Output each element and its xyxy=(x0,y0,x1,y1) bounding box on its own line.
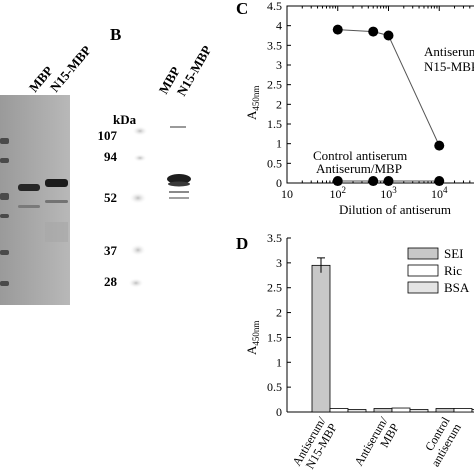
chart-d-bar xyxy=(311,264,331,413)
chart-c-ytick-label: 3.5 xyxy=(267,38,282,52)
blot-panel-b: B kDa 107 94 52 37 28 MBP N15-MBP xyxy=(98,25,215,289)
chart-c-series-label-control: Control antiserum Antiserum/MBP xyxy=(313,148,411,176)
chart-d-bar xyxy=(435,408,455,413)
chart-d-legend-swatch xyxy=(407,247,439,260)
panel-letter-b: B xyxy=(110,25,121,44)
chart-c-xtick-label: 104 xyxy=(431,185,448,201)
chart-d-category-label: Controlantiserum xyxy=(417,414,464,469)
blot-faint-band-top xyxy=(170,126,186,128)
chart-d-legend-swatch xyxy=(407,264,439,277)
chart-d-ytick-label: 1 xyxy=(276,355,282,369)
panel-letter-c: C xyxy=(236,0,248,18)
chart-c-axes: 0 0.5 1 1.5 2 2.5 3 3.5 4 4.5 10 102 103 104 xyxy=(267,0,474,201)
chart-c-ytick-label: 0 xyxy=(276,176,282,190)
chart-c-ytick-label: 0.5 xyxy=(267,156,282,170)
chart-c-point xyxy=(383,30,394,41)
chart-d-legend: SEI Ric BSA xyxy=(407,246,470,295)
blot-marker-28: 28 xyxy=(104,274,118,289)
blot-marker-94: 94 xyxy=(104,149,118,164)
chart-c-xtick-label: 102 xyxy=(330,185,347,201)
chart-c-ytick-label: 2 xyxy=(276,97,282,111)
chart-c-point xyxy=(368,176,379,187)
gel-band-mbp xyxy=(18,184,40,191)
chart-d-ytick-label: 1.5 xyxy=(267,330,282,344)
gel-faint-band-mbp xyxy=(18,205,40,208)
blot-marker-107: 107 xyxy=(98,128,118,143)
chart-d-legend-label: BSA xyxy=(444,280,470,295)
chart-c-xlabel: Dilution of antiserum xyxy=(339,202,451,217)
blot-band-4 xyxy=(169,197,189,199)
gel-faint-band-n15-mbp xyxy=(45,200,68,203)
chart-d-axes: 0 0.5 1 1.5 2 2.5 3 3.5 Antiserum/N15-MBP Antiser… xyxy=(267,231,474,474)
chart-d-bar xyxy=(471,409,474,413)
chart-panel-c: C 0 0.5 1 1.5 2 2.5 3 3.5 4 4.5 10 102 103 104 A450nm… xyxy=(236,0,474,217)
chart-d-category-label: Antiserum/N15-MBP xyxy=(289,414,340,474)
chart-d-bar xyxy=(409,409,429,413)
chart-d-ytick-label: 2 xyxy=(276,306,282,320)
chart-panel-d: D 0 0.5 1 1.5 2 2.5 3 3.5 Antiserum/N15-MBP Antis… xyxy=(236,231,474,474)
chart-c-point xyxy=(383,176,394,187)
chart-c-point xyxy=(434,140,445,151)
chart-c-point xyxy=(332,176,343,187)
chart-c-ytick-label: 1 xyxy=(276,137,282,151)
chart-d-bar xyxy=(453,408,473,413)
chart-d-ylabel: A450nm xyxy=(244,321,261,355)
panel-letter-d: D xyxy=(236,234,248,253)
chart-d-bar xyxy=(347,409,367,413)
chart-d-ytick-label: 0 xyxy=(276,405,282,419)
blot-marker-37: 37 xyxy=(104,243,118,258)
chart-d-ytick-label: 2.5 xyxy=(267,281,282,295)
blot-band-3 xyxy=(169,191,189,193)
chart-c-xtick-label: 10 xyxy=(281,187,293,201)
gel-ladder xyxy=(0,138,9,286)
chart-c-ytick-label: 3 xyxy=(276,58,282,72)
chart-d-ytick-label: 3 xyxy=(276,256,282,270)
gel-smear-n15-mbp xyxy=(45,222,68,242)
blot-kda-unit: kDa xyxy=(113,112,137,127)
chart-c-xtick-label: 103 xyxy=(380,185,397,201)
chart-c-series-line xyxy=(337,29,440,146)
blot-marker-52: 52 xyxy=(104,190,117,205)
chart-d-ytick-label: 3.5 xyxy=(267,231,282,245)
chart-d-legend-label: Ric xyxy=(444,263,462,278)
chart-c-ytick-label: 4.5 xyxy=(267,0,282,13)
chart-d-ytick-label: 0.5 xyxy=(267,380,282,394)
gel-band-n15-mbp xyxy=(45,179,68,187)
chart-c-ylabel: A450nm xyxy=(244,86,261,120)
chart-c-point xyxy=(368,26,379,37)
chart-d-legend-label: SEI xyxy=(444,246,464,261)
chart-c-ytick-label: 2.5 xyxy=(267,78,282,92)
blot-marker-smudges xyxy=(128,126,148,288)
chart-d-bar xyxy=(391,407,411,413)
chart-d-legend-swatch xyxy=(407,281,439,294)
gel-panel-a: MBP N15-MBP xyxy=(0,43,94,305)
gel-lane-label-n15-mbp: N15-MBP xyxy=(47,43,94,95)
blot-band-2 xyxy=(168,181,190,187)
chart-c-point xyxy=(434,176,445,187)
blot-main-band xyxy=(167,174,191,184)
chart-d-bar xyxy=(329,408,349,413)
chart-c-point xyxy=(332,24,343,35)
chart-d-bar xyxy=(373,408,393,413)
chart-d-category-label: Antiserum/MBP xyxy=(351,414,402,474)
chart-c-ytick-label: 4 xyxy=(276,19,282,33)
chart-c-ytick-label: 1.5 xyxy=(267,117,282,131)
chart-c-series-label-antiserum-n15: Antiserum/ N15-MBP xyxy=(424,44,474,74)
